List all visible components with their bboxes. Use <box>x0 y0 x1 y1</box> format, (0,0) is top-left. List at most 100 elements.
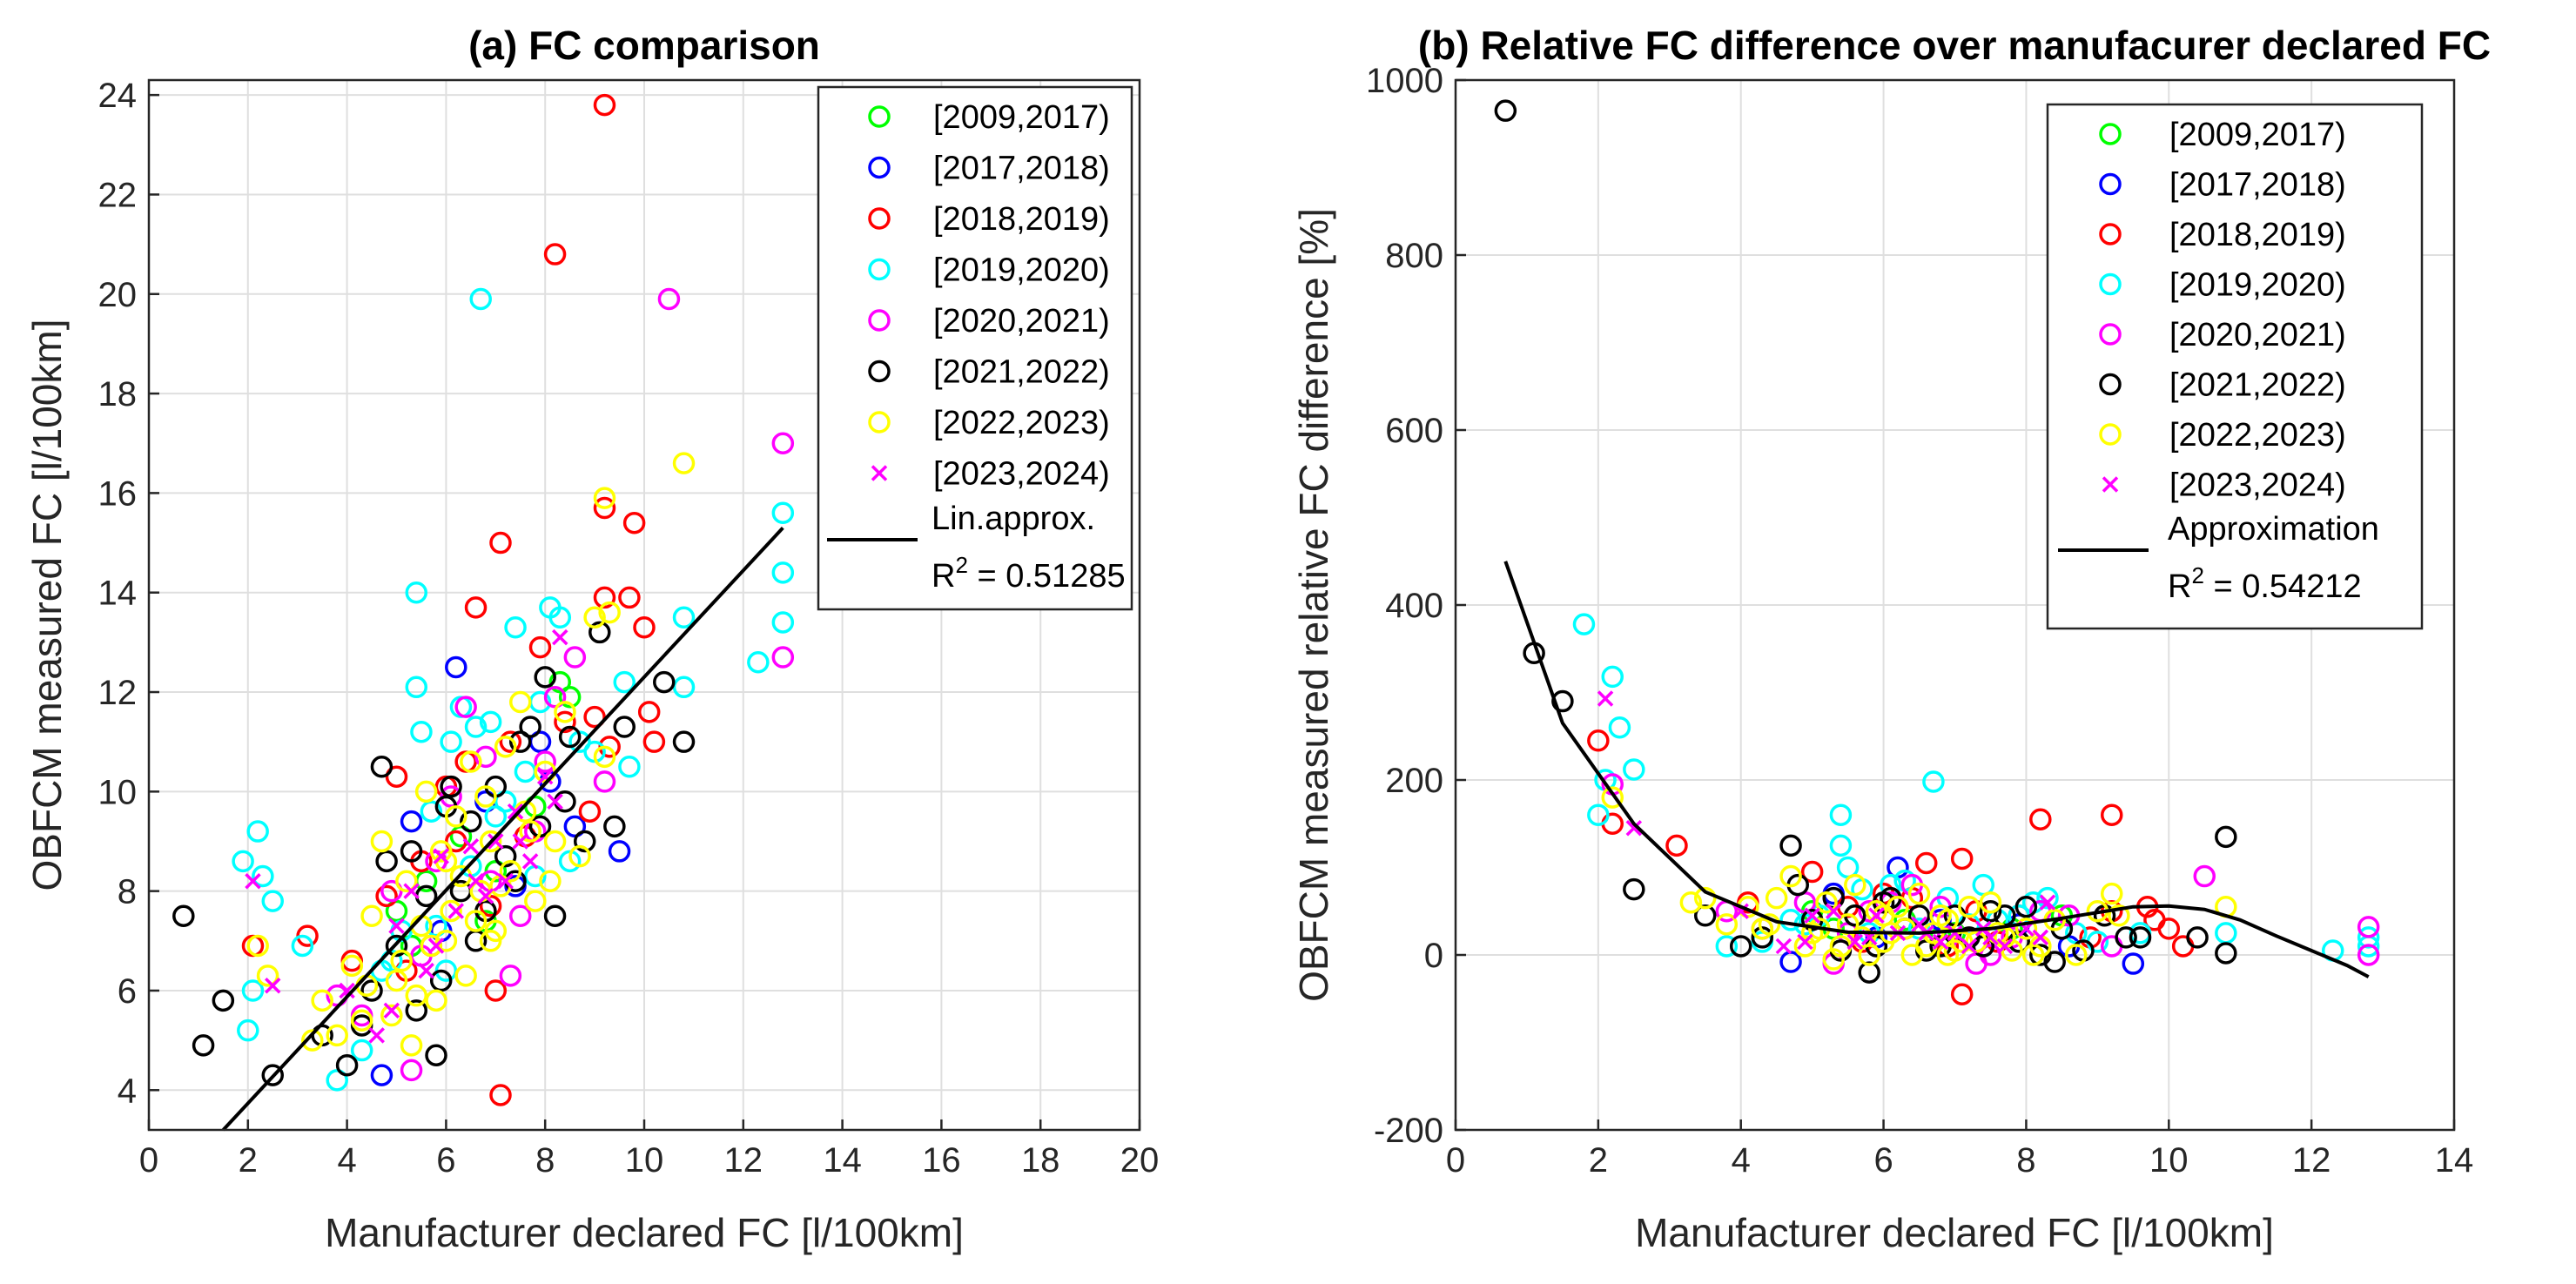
data-point <box>454 965 477 987</box>
data-point <box>1494 99 1517 122</box>
data-point <box>326 1069 348 1092</box>
legend-marker <box>868 258 891 281</box>
legend-entry-label: [2009,2017) <box>2169 117 2346 153</box>
data-point <box>1936 944 1960 966</box>
data-point <box>2029 808 2052 830</box>
data-point <box>479 930 502 952</box>
legend-marker <box>2099 272 2122 296</box>
legend-fit-label: Approximation <box>2168 511 2379 548</box>
data-point <box>1551 689 1574 713</box>
fit-line <box>221 527 784 1132</box>
data-point <box>603 815 626 838</box>
data-point <box>657 287 681 311</box>
data-point <box>340 954 364 978</box>
data-point <box>2171 935 2195 958</box>
data-point <box>440 730 462 753</box>
data-point <box>246 820 269 843</box>
data-point <box>637 701 661 723</box>
data-point <box>265 978 281 994</box>
data-point <box>583 705 606 729</box>
data-point <box>380 1004 403 1027</box>
x-tick-label: 0 <box>1446 1141 1465 1180</box>
data-point <box>440 775 462 798</box>
data-point <box>499 860 522 883</box>
legend-entry-label: [2017,2018) <box>2169 167 2346 204</box>
y-tick-label: 8 <box>118 873 137 911</box>
data-point <box>460 750 482 773</box>
data-point <box>400 810 423 833</box>
x-tick-label: 20 <box>1120 1141 1160 1180</box>
x-tick-label: 8 <box>535 1141 555 1180</box>
data-point <box>593 745 616 769</box>
legend-entry-label: [2023,2024) <box>933 456 1110 493</box>
x-tick-label: 2 <box>239 1141 258 1180</box>
data-point <box>370 756 393 778</box>
data-point <box>534 666 556 689</box>
legend-marker <box>868 411 891 434</box>
data-point <box>2014 895 2038 918</box>
data-point <box>418 962 434 979</box>
data-point <box>479 830 502 853</box>
data-point <box>2215 825 2237 849</box>
x-axis-label: Manufacturer declared FC [l/100km] <box>1635 1210 2274 1255</box>
y-tick-label: 22 <box>98 176 138 214</box>
data-point <box>479 895 502 918</box>
data-point <box>256 965 279 987</box>
data-point <box>608 840 631 863</box>
data-point <box>1665 834 1688 857</box>
data-point <box>1929 904 1952 927</box>
data-point <box>2122 952 2145 975</box>
y-tick-label: 20 <box>98 276 138 314</box>
data-point <box>2186 926 2209 949</box>
data-point <box>512 833 528 850</box>
data-point <box>460 810 482 833</box>
data-point <box>1958 895 1981 918</box>
data-point <box>2043 951 2066 973</box>
data-point <box>1601 665 1624 689</box>
data-point <box>1793 935 1817 958</box>
data-point <box>563 646 587 669</box>
data-point <box>405 676 428 699</box>
data-point <box>1715 935 1739 958</box>
data-point <box>497 872 514 890</box>
x-axis-label: Manufacturer declared FC [l/100km] <box>325 1210 964 1255</box>
data-point <box>1822 948 1845 971</box>
data-point <box>1679 891 1703 914</box>
data-point <box>554 710 576 734</box>
data-point <box>1694 904 1717 927</box>
y-tick-label: 400 <box>1385 587 1443 625</box>
data-point <box>474 745 497 769</box>
legend-fit-label: Lin.approx. <box>932 501 1095 537</box>
data-point <box>1779 834 1802 857</box>
data-point <box>563 815 587 838</box>
data-point <box>578 800 602 823</box>
data-point <box>2036 886 2059 910</box>
data-point <box>467 872 484 890</box>
legend-entry-label: [2022,2023) <box>933 405 1110 441</box>
data-point <box>405 999 428 1022</box>
legend-marker <box>2099 373 2122 396</box>
x-tick-label: 14 <box>823 1141 862 1180</box>
data-point <box>543 243 567 266</box>
legend-entry-label: [2020,2021) <box>2169 317 2346 353</box>
data-point <box>509 904 532 927</box>
data-point <box>1815 891 1838 914</box>
data-point <box>653 670 676 694</box>
data-point <box>1947 924 1963 942</box>
data-point <box>1587 803 1610 826</box>
data-point <box>1872 904 1895 927</box>
legend-marker <box>868 360 891 383</box>
x-tick-label: 2 <box>1589 1141 1608 1180</box>
data-point <box>261 1064 284 1086</box>
data-point <box>339 982 355 999</box>
data-point <box>489 1084 512 1106</box>
data-point <box>433 848 449 864</box>
data-point <box>2215 942 2237 965</box>
data-point <box>445 805 467 828</box>
x-tick-label: 0 <box>139 1141 158 1180</box>
data-point <box>1800 860 1824 884</box>
data-point <box>2108 904 2130 927</box>
x-tick-label: 10 <box>625 1141 664 1180</box>
data-point <box>593 487 616 509</box>
data-point <box>360 904 383 927</box>
